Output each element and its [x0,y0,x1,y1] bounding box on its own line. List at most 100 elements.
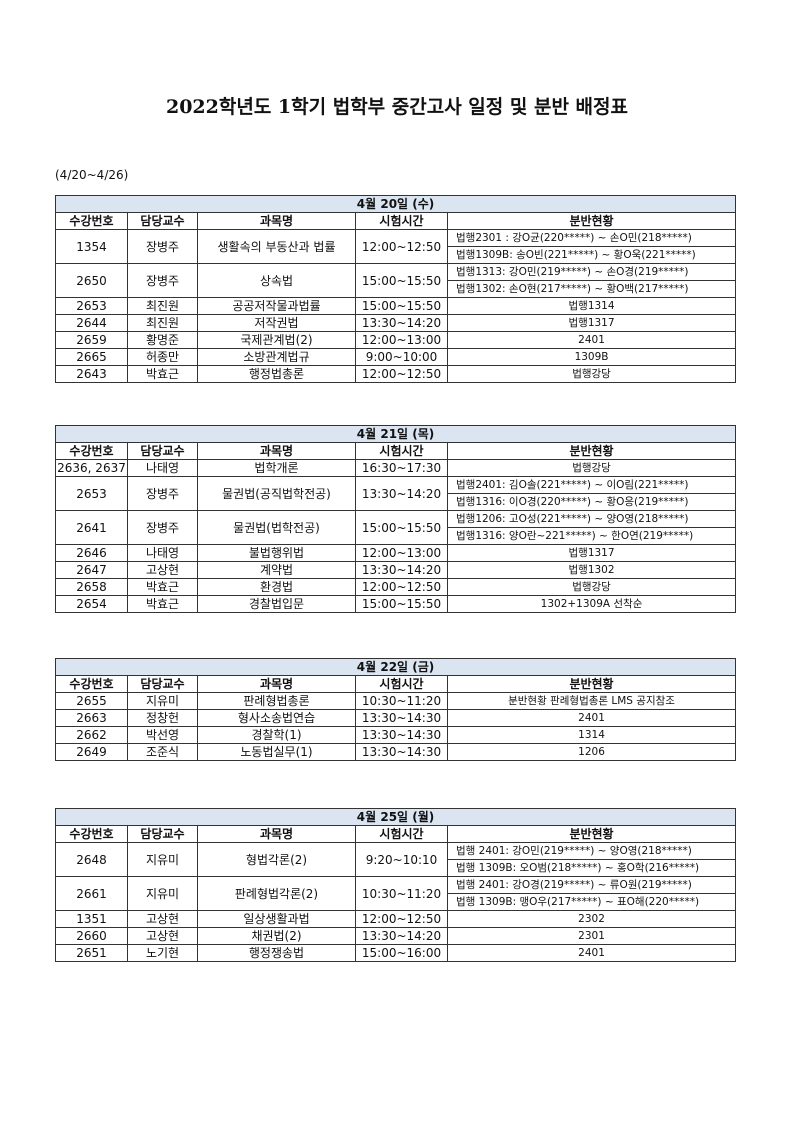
header-cell: 분반현황 [446,212,737,230]
cell: 2650 [55,263,128,298]
room-line: 법행 1309B: 오O범(218*****) ~ 홍O학(216*****) [448,859,735,876]
cell: 최진원 [127,297,198,315]
data-row: 2654 박효근 경찰법입문 15:00~15:50 1302+1309A 선착순 [55,595,737,613]
cell: 1354 [55,229,128,264]
room-line: 법행1316: 이O경(220*****) ~ 황O응(219*****) [448,493,735,510]
cell: 채권법(2) [197,927,356,945]
room-line: 법행강당 [572,368,611,380]
cell: 2647 [55,561,128,579]
cell: 지유미 [127,842,198,877]
cell: 나태영 [127,459,198,477]
cell: 행정법총론 [197,365,356,383]
room-line: 법행 1309B: 맹O우(217*****) ~ 표O해(220*****) [448,893,735,910]
cell: 판례형법각론(2) [197,876,356,911]
cell: 2654 [55,595,128,613]
room-cell: 법행1317 [446,314,737,332]
cell: 13:30~14:30 [355,726,448,744]
cell: 물권법(공직법학전공) [197,476,356,511]
room-line: 2301 [578,930,605,942]
cell: 저작권법 [197,314,356,332]
cell: 2636, 2637 [55,459,128,477]
header-cell: 담당교수 [127,442,198,460]
data-row: 2636, 2637 나태영 법학개론 16:30~17:30 법행강당 [55,459,737,477]
cell: 12:00~13:00 [355,331,448,349]
cell: 2663 [55,709,128,727]
cell: 9:20~10:10 [355,842,448,877]
cell: 고상현 [127,927,198,945]
header-cell: 과목명 [197,675,356,693]
data-row: 2665 허종만 소방관계법규 9:00~10:00 1309B [55,348,737,366]
header-cell: 분반현황 [446,825,737,843]
header-cell: 수강번호 [55,825,128,843]
room-cell: 법행강당 [446,365,737,383]
header-cell: 수강번호 [55,442,128,460]
room-cell: 2301 [446,927,737,945]
room-cell: 법행1206: 고O성(221*****) ~ 양O영(218*****) 법행1… [446,510,737,545]
header-cell: 시험시간 [355,675,448,693]
room-line: 법행1313: 강O민(219*****) ~ 손O경(219*****) [456,266,689,278]
room-line: 1309B [574,351,609,363]
cell: 판례형법총론 [197,692,356,710]
cell: 2661 [55,876,128,911]
header-cell: 시험시간 [355,212,448,230]
date-cell: 4월 21일 (목) [54,425,737,443]
cell: 장병주 [127,229,198,264]
room-cell: 1309B [446,348,737,366]
date-cell: 4월 20일 (수) [54,195,737,213]
data-row: 2655 지유미 판례형법총론 10:30~11:20 분반현황 판례형법총론 LMS … [55,692,737,710]
cell: 국제관계법(2) [197,331,356,349]
cell: 2646 [55,544,128,562]
room-line: 법행1317 [568,547,615,559]
header-cell: 과목명 [197,442,356,460]
cell: 13:30~14:20 [355,927,448,945]
date-range: (4/20~4/26) [55,168,129,182]
cell: 계약법 [197,561,356,579]
data-row: 2661 지유미 판례형법각론(2) 10:30~11:20 법행 2401: 강O경(… [55,876,737,911]
room-cell: 법행2301 : 강O균(220*****) ~ 손O민(218*****) 법행… [446,229,737,264]
cell: 2644 [55,314,128,332]
room-cell: 분반현황 판례형법총론 LMS 공지참조 [446,692,737,710]
room-cell: 법행1314 [446,297,737,315]
room-cell: 법행1313: 강O민(219*****) ~ 손O경(219*****) 법행1… [446,263,737,298]
cell: 정창헌 [127,709,198,727]
cell: 13:30~14:30 [355,709,448,727]
schedule-table: 4월 25일 (월) 수강번호 담당교수 과목명 시험시간 분반현황 2648 지유미 형법각론… [54,808,737,962]
header-cell: 시험시간 [355,442,448,460]
cell: 경찰법입문 [197,595,356,613]
data-row: 1354 장병주 생활속의 부동산과 법률 12:00~12:50 법행2301 : 강… [55,229,737,264]
cell: 장병주 [127,476,198,511]
room-cell: 2401 [446,331,737,349]
room-cell: 2401 [446,944,737,962]
room-line: 1302+1309A 선착순 [540,598,643,610]
data-row: 2662 박선영 경찰학(1) 13:30~14:30 1314 [55,726,737,744]
cell: 9:00~10:00 [355,348,448,366]
data-row: 2650 장병주 상속법 15:00~15:50 법행1313: 강O민(219****… [55,263,737,298]
cell: 2651 [55,944,128,962]
cell: 2653 [55,476,128,511]
data-row: 2646 나태영 불법행위법 12:00~13:00 법행1317 [55,544,737,562]
data-row: 2641 장병주 물권법(법학전공) 15:00~15:50 법행1206: 고O성(2… [55,510,737,545]
cell: 박효근 [127,578,198,596]
cell: 2655 [55,692,128,710]
cell: 박효근 [127,365,198,383]
cell: 15:00~15:50 [355,595,448,613]
date-cell: 4월 25일 (월) [54,808,737,826]
cell: 2662 [55,726,128,744]
room-cell: 1314 [446,726,737,744]
cell: 15:00~15:50 [355,297,448,315]
cell: 허종만 [127,348,198,366]
room-line: 2401 [578,334,605,346]
room-cell: 2302 [446,910,737,928]
cell: 형사소송법연습 [197,709,356,727]
cell: 지유미 [127,692,198,710]
data-row: 2659 황명준 국제관계법(2) 12:00~13:00 2401 [55,331,737,349]
date-row: 4월 25일 (월) [54,808,737,826]
cell: 장병주 [127,263,198,298]
doc-title: 2022학년도 1학기 법학부 중간고사 일정 및 분반 배정표 [165,96,628,118]
schedule-table: 4월 22일 (금) 수강번호 담당교수 과목명 시험시간 분반현황 2655 지유미 판례형법… [54,658,737,761]
cell: 나태영 [127,544,198,562]
schedule-table: 4월 21일 (목) 수강번호 담당교수 과목명 시험시간 분반현황 2636, 2637 나… [54,425,737,613]
cell: 10:30~11:20 [355,692,448,710]
cell: 박선영 [127,726,198,744]
date-row: 4월 20일 (수) [54,195,737,213]
